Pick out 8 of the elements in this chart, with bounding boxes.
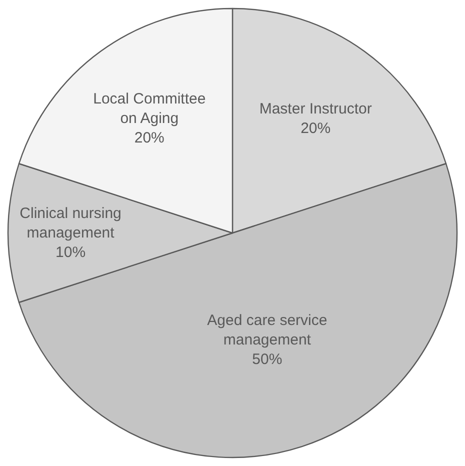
data-label: 20% (300, 120, 331, 137)
data-label: 20% (134, 130, 164, 147)
slice-label: Master Instructor (259, 100, 372, 118)
data-label: 10% (56, 244, 86, 261)
data-label: 50% (252, 350, 282, 368)
slice-label: Local Committee on Aging (93, 90, 206, 128)
slice-label: Aged care service management (207, 312, 328, 348)
slice-label: Clinical nursing management (20, 205, 122, 242)
